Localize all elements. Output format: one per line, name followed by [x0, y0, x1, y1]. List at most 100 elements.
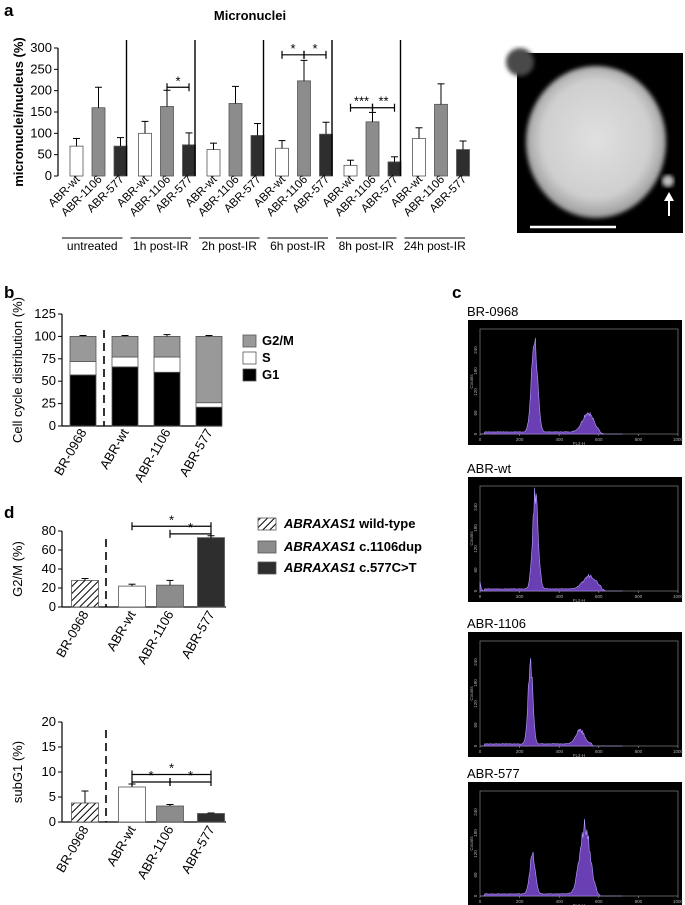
significance-label: *** — [354, 94, 369, 109]
stack-S — [195, 402, 223, 408]
legend-label: ABRAXAS1 c.1106dup — [283, 539, 422, 554]
bar-ABR-577 — [250, 135, 265, 177]
y-tick-label: 20 — [42, 714, 56, 729]
category-label: BR-0968 — [53, 608, 92, 660]
category-label: BR-0968 — [53, 823, 92, 875]
category-label: ABR-wt — [104, 608, 139, 654]
bar-ABR-wt — [69, 145, 84, 177]
legend-suffix: c.577C>T — [356, 560, 417, 575]
legend-label: S — [262, 350, 271, 365]
significance-label: * — [290, 41, 295, 56]
histogram-background — [468, 477, 682, 602]
x-tick-label: 600 — [595, 899, 603, 904]
y-axis-title: Counts — [469, 836, 474, 851]
panel-label-d: d — [4, 503, 14, 522]
y-tick-label: 60 — [473, 722, 478, 728]
significance-label: * — [169, 512, 174, 527]
group-label: 24h post-IR — [404, 239, 466, 253]
y-tick-label: 250 — [30, 61, 52, 76]
x-tick-label: 0 — [479, 749, 482, 754]
bar-ABR-1106 — [156, 584, 184, 608]
y-axis-title: Counts — [469, 686, 474, 701]
category-label: BR-0968 — [51, 426, 90, 478]
histogram-background — [468, 632, 682, 757]
bar-ABR-577 — [113, 145, 128, 177]
x-tick-label: 800 — [635, 594, 643, 599]
histogram-ABR-577: ABR-577 0 200 400 600 800 1000 0 60 120 180 240 FL2-… — [467, 766, 684, 905]
micronucleus-micrograph — [506, 48, 683, 233]
x-tick-label: 1000 — [673, 749, 684, 754]
legend-suffix: c.1106dup — [356, 539, 423, 554]
x-tick-label: 200 — [516, 749, 524, 754]
histogram-area — [479, 487, 623, 592]
legend-swatch — [257, 561, 277, 575]
y-tick-label: 240 — [473, 658, 478, 666]
histogram-background — [468, 320, 682, 445]
y-tick-label: 75 — [42, 351, 56, 366]
stack-G2/M — [195, 335, 223, 404]
y-tick-label: 0 — [49, 418, 56, 433]
legend-swatch-G2/M — [242, 334, 257, 348]
x-tick-label: 600 — [595, 437, 603, 442]
bar-ABR-577 — [456, 149, 470, 177]
y-tick-label: 60 — [473, 410, 478, 416]
y-tick-label: 20 — [42, 580, 56, 595]
legend-label: ABRAXAS1 wild-type — [283, 516, 415, 531]
sample-label: BR-0968 — [467, 304, 518, 319]
x-tick-label: 0 — [479, 899, 482, 904]
bar-ABR-1106 — [160, 106, 174, 177]
significance-label: * — [312, 41, 317, 56]
legend-swatch-G1 — [242, 368, 257, 382]
y-axis-title: subG1 (%) — [10, 741, 25, 803]
bar-ABR-577 — [387, 161, 402, 177]
legend-gene: ABRAXAS1 — [283, 539, 356, 554]
bar-ABR-1106 — [434, 103, 448, 177]
legend-label: ABRAXAS1 c.577C>T — [283, 560, 417, 575]
significance-label: * — [188, 520, 193, 535]
stack-G1 — [69, 374, 97, 427]
y-tick-label: 180 — [473, 367, 478, 375]
stack-G2/M — [111, 335, 139, 358]
micronuclei-chart: Micronuclei 0 50 100 150 200 250 300 micronuclei… — [11, 8, 470, 253]
significance-label: * — [175, 73, 180, 88]
x-tick-label: 800 — [635, 899, 643, 904]
y-tick-label: 180 — [473, 524, 478, 532]
x-tick-label: 400 — [555, 594, 563, 599]
histogram-area — [480, 337, 623, 435]
stack-G1 — [195, 406, 223, 427]
bar-ABR-wt — [275, 147, 289, 177]
x-tick-label: 400 — [555, 749, 563, 754]
cell-cycle-chart: 0 25 50 75 100 125 Cell cycle distribution (%)… — [10, 297, 294, 485]
category-label: ABR-577 — [178, 608, 217, 661]
group-label: 1h post-IR — [133, 239, 189, 253]
stack-G1 — [153, 371, 181, 427]
y-tick-label: 25 — [42, 396, 56, 411]
y-tick-label: 100 — [30, 125, 52, 140]
category-label: ABR-wt — [97, 426, 132, 472]
panel-label-b: b — [4, 283, 14, 302]
category-label: ABR-wt — [104, 823, 139, 869]
y-tick-label: 240 — [473, 503, 478, 511]
bar-ABR-577 — [197, 537, 225, 608]
legend-gene: ABRAXAS1 — [283, 516, 356, 531]
category-label: ABR-577 — [178, 823, 217, 876]
y-tick-label: 50 — [38, 147, 52, 162]
stack-G2/M — [69, 335, 97, 362]
category-label: ABR-1106 — [134, 823, 176, 882]
y-tick-label: 120 — [473, 388, 478, 396]
y-tick-label: 100 — [34, 328, 56, 343]
x-tick-label: 200 — [516, 437, 524, 442]
y-tick-label: 300 — [30, 40, 52, 55]
y-tick-label: 0 — [49, 814, 56, 829]
neighbor-nucleus — [506, 48, 534, 76]
y-tick-label: 180 — [473, 679, 478, 687]
y-tick-label: 0 — [473, 894, 478, 897]
y-tick-label: 40 — [42, 561, 56, 576]
histogram-area — [480, 657, 623, 747]
x-tick-label: 1000 — [673, 437, 684, 442]
y-tick-label: 5 — [49, 789, 56, 804]
significance-label: * — [188, 768, 193, 783]
legend-suffix: wild-type — [356, 516, 416, 531]
